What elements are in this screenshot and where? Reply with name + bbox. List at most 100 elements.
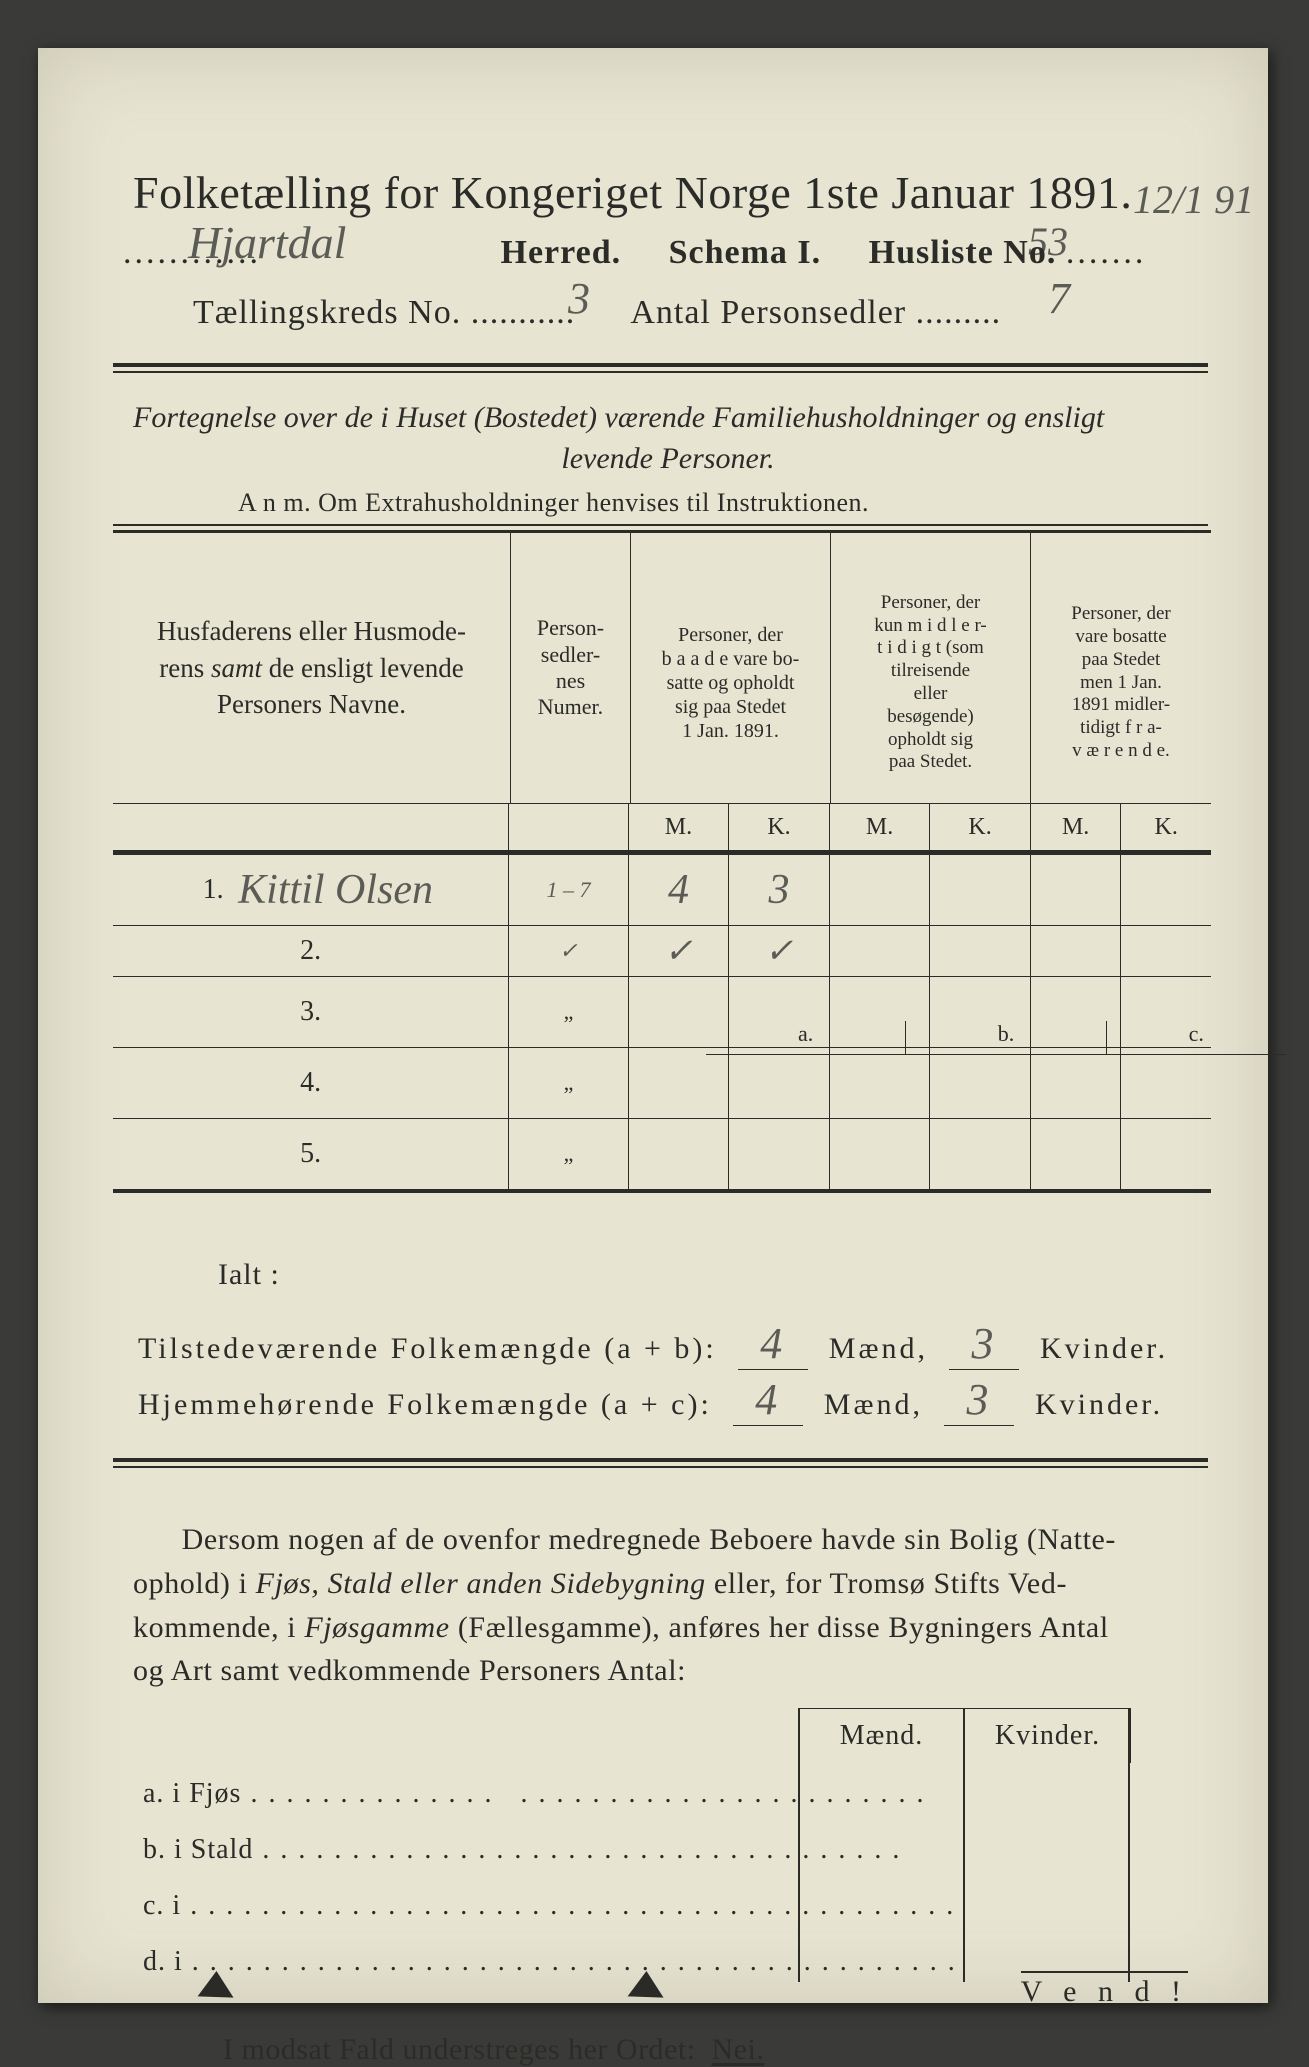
- maend-label: Mænd,: [829, 1332, 928, 1365]
- antal-label: Antal Personsedler: [630, 294, 906, 331]
- a-k: K.: [729, 804, 830, 850]
- abcd-c-label: c. i: [143, 1890, 181, 1921]
- fortegnelse-line1: Fortegnelse over de i Huset (Bostedet) v…: [133, 401, 1104, 434]
- table-row: 1.Kittil Olsen 1 – 7 4 3: [113, 855, 1211, 926]
- husliste-label: Husliste No.: [869, 234, 1057, 271]
- vend-label: V e n d !: [1021, 1971, 1188, 2009]
- row-bk: [930, 855, 1031, 925]
- tot1-k: 3: [949, 1318, 1019, 1370]
- row-cm: [1031, 1119, 1122, 1189]
- paper-tear-icon: [198, 1970, 235, 1997]
- row-am: [629, 1119, 730, 1189]
- divider-rule-2-thin: [113, 1466, 1208, 1468]
- row-am: ✓: [629, 926, 730, 976]
- col-a-header: Personer, derb a a d e vare bo-satte og …: [631, 533, 831, 803]
- col-b-label: b.: [906, 1021, 1106, 1055]
- form-title: Folketælling for Kongeriget Norge 1ste J…: [133, 166, 1132, 219]
- total-line-1: Tilstedeværende Folkemængde (a + b): 4 M…: [138, 1318, 1168, 1370]
- table-header-row: Husfaderens eller Husmode-rens samt de e…: [113, 533, 1211, 804]
- table-bottom-rule: [113, 1189, 1211, 1193]
- row-num: 2.: [286, 935, 336, 967]
- row-ck: [1121, 855, 1211, 925]
- row-numer: ✓: [509, 926, 629, 976]
- divider-rule-thin: [113, 371, 1208, 373]
- row-bk: [930, 926, 1031, 976]
- divider-rule-2: [113, 1458, 1208, 1462]
- row-ak: ✓: [729, 926, 830, 976]
- kvinder-label: Kvinder.: [1040, 1332, 1168, 1365]
- fortegnelse-text: Fortegnelse over de i Huset (Bostedet) v…: [133, 398, 1203, 479]
- b-m: M.: [830, 804, 931, 850]
- row-a-fjos: a. i Fjøs . . . . . . . . . . . . . . . …: [143, 1778, 925, 1810]
- row-bm: [830, 855, 931, 925]
- col-c-header: Personer, dervare bosattepaa Stedetmen 1…: [1031, 533, 1211, 803]
- herred-label: Herred.: [501, 234, 622, 271]
- antal-no-handwritten: 7: [1048, 273, 1070, 324]
- row-num: 3.: [286, 996, 336, 1028]
- row-num: 1.: [188, 874, 238, 906]
- household-table: a. b. c. Husfaderens eller Husmode-rens …: [113, 530, 1211, 1193]
- line-kreds-antal: Tællingskreds No. ........... Antal Pers…: [193, 294, 1001, 332]
- tot2-label: Hjemmehørende Folkemængde (a + c):: [138, 1388, 712, 1421]
- row-cm: [1031, 855, 1122, 925]
- row-bm: [830, 1048, 931, 1118]
- maend-col-label: Mænd.: [798, 1708, 964, 1763]
- table-row: 2. ✓ ✓ ✓: [113, 926, 1211, 977]
- vline: [1128, 1708, 1130, 1982]
- row-name: Kittil Olsen: [238, 866, 433, 914]
- tot2-k: 3: [944, 1374, 1014, 1426]
- table-mk-row: M. K. M. K. M. K.: [113, 804, 1211, 851]
- imodsat-line: I modsat Fald understreges her Ordet: Ne…: [223, 2033, 764, 2067]
- tot1-m: 4: [738, 1318, 808, 1370]
- row-d: d. i . . . . . . . . . . . . . . . . . .…: [143, 1946, 957, 1978]
- row-ak: [729, 1119, 830, 1189]
- row-bm: [830, 926, 931, 976]
- row-ak: 3: [729, 855, 830, 925]
- row-ak: [729, 1048, 830, 1118]
- vline: [963, 1708, 965, 1982]
- anm-text: A n m. Om Extrahusholdninger henvises ti…: [238, 488, 869, 518]
- total-line-2: Hjemmehørende Folkemængde (a + c): 4 Mæn…: [138, 1374, 1163, 1426]
- row-numer: „: [509, 1048, 629, 1118]
- table-row: 5. „: [113, 1119, 1211, 1189]
- b-k: K.: [930, 804, 1031, 850]
- row-b-stald: b. i Stald . . . . . . . . . . . . . . .…: [143, 1834, 901, 1866]
- col-c-label: c.: [1107, 1021, 1286, 1055]
- abcd-a-label: a. i Fjøs: [143, 1778, 241, 1809]
- form-content: Folketælling for Kongeriget Norge 1ste J…: [38, 48, 1268, 2003]
- row-ck: [1121, 926, 1211, 976]
- table-row: 4. „: [113, 1048, 1211, 1119]
- fortegnelse-line2: levende Personer.: [133, 439, 1203, 480]
- tot1-label: Tilstedeværende Folkemængde (a + b):: [138, 1332, 717, 1365]
- maend-label: Mænd,: [824, 1388, 923, 1421]
- row-numer: 1 – 7: [509, 855, 629, 925]
- row-ck: [1121, 1119, 1211, 1189]
- kvinder-label: Kvinder.: [1035, 1388, 1163, 1421]
- col-b-header: Personer, derkun m i d l e r-t i d i g t…: [831, 533, 1031, 803]
- paper-sheet: Folketælling for Kongeriget Norge 1ste J…: [38, 48, 1268, 2003]
- row-c: c. i . . . . . . . . . . . . . . . . . .…: [143, 1890, 955, 1922]
- row-num: 5.: [286, 1138, 336, 1170]
- abcd-b-label: b. i Stald: [143, 1834, 253, 1865]
- row-cm: [1031, 926, 1122, 976]
- tot2-m: 4: [733, 1374, 803, 1426]
- col-a-label: a.: [706, 1021, 906, 1055]
- row-cm: [1031, 1048, 1122, 1118]
- abcd-d-label: d. i: [143, 1946, 183, 1977]
- nei-word: Nei.: [712, 2033, 765, 2066]
- divider-rule: [113, 363, 1208, 367]
- kvinder-col-label: Kvinder.: [964, 1708, 1131, 1763]
- row-bk: [930, 1048, 1031, 1118]
- row-ck: [1121, 1048, 1211, 1118]
- row-num: 4.: [286, 1067, 336, 1099]
- divider-above-table: [113, 524, 1208, 526]
- row-numer: „: [509, 1119, 629, 1189]
- margin-date-handwritten: 12/1 91: [1133, 176, 1254, 223]
- row-am: [629, 1048, 730, 1118]
- c-m: M.: [1031, 804, 1122, 850]
- table-abc-row: a. b. c.: [706, 1021, 1286, 1055]
- col-names-header: Husfaderens eller Husmode-rens samt de e…: [113, 533, 511, 803]
- col-numer-header: Person-sedler-nesNumer.: [511, 533, 631, 803]
- dersom-paragraph: Dersom nogen af de ovenfor medregnede Be…: [133, 1518, 1208, 1693]
- kreds-label: Tællingskreds No.: [193, 294, 461, 331]
